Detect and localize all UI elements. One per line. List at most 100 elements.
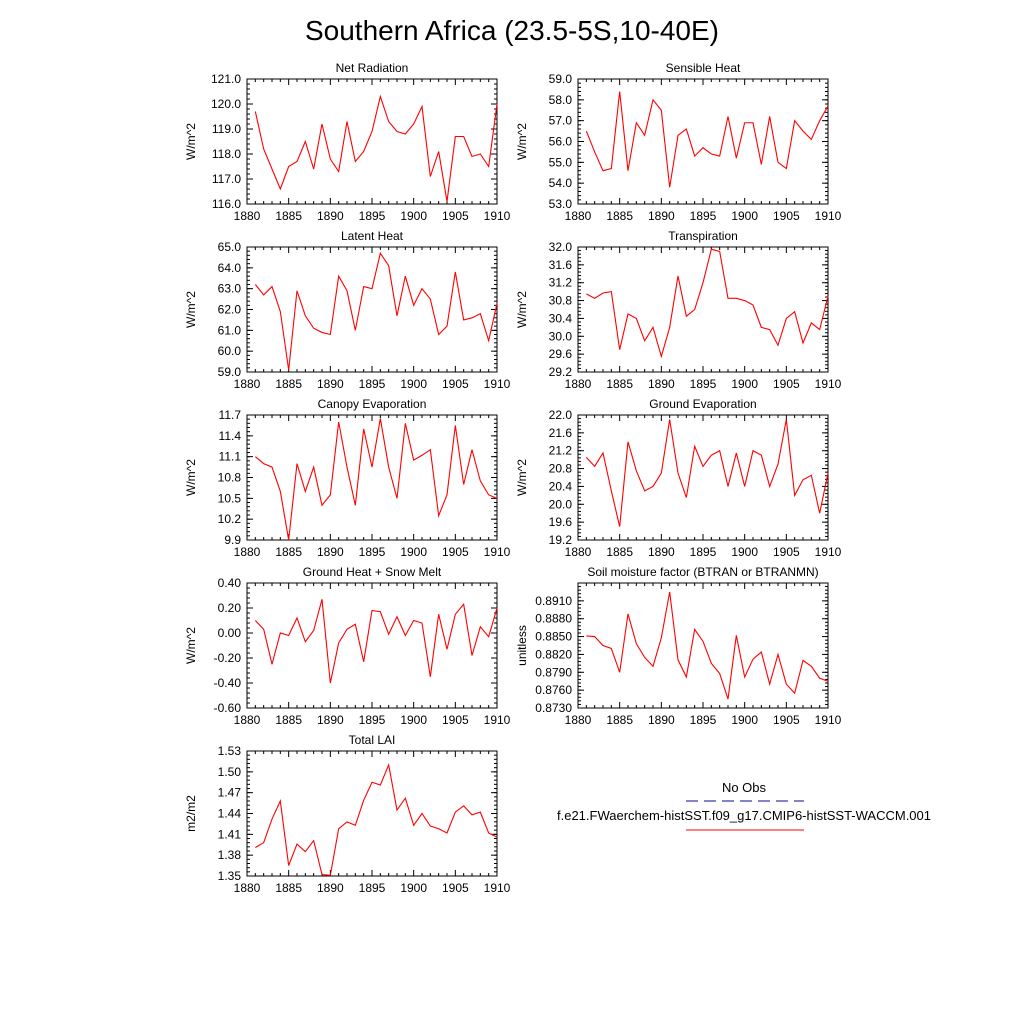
y-tick-label: 21.6: [549, 426, 573, 440]
x-tick-label: 1910: [484, 209, 511, 223]
y-tick-label: 0.20: [218, 601, 242, 615]
panel-title: Canopy Evaporation: [318, 397, 427, 411]
x-tick-label: 1880: [234, 713, 261, 727]
x-tick-label: 1890: [648, 209, 675, 223]
y-tick-label: 121.0: [211, 72, 241, 86]
x-tick-label: 1895: [359, 377, 386, 391]
y-axis-label: W/m^2: [515, 291, 529, 328]
y-axis-label: W/m^2: [515, 459, 529, 496]
y-tick-label: 64.0: [218, 261, 242, 275]
y-tick-label: 30.8: [549, 294, 573, 308]
y-tick-label: 29.2: [549, 365, 573, 379]
x-tick-label: 1900: [731, 545, 758, 559]
panel-title: Latent Heat: [341, 229, 404, 243]
y-axis-label: W/m^2: [184, 627, 198, 664]
legend-model-label: f.e21.FWaerchem-histSST.f09_g17.CMIP6-hi…: [557, 808, 931, 823]
y-tick-label: 57.0: [549, 114, 573, 128]
x-tick-label: 1905: [773, 209, 800, 223]
y-tick-label: 32.0: [549, 240, 573, 254]
panel-net-radiation: Net Radiation 1880 1885 1890 1895 1900 1905 191…: [184, 61, 511, 223]
panel-canopy-evaporation: Canopy Evaporation 1880 1885 1890 1895 1900 19…: [184, 397, 511, 559]
y-tick-label: 29.6: [549, 347, 573, 361]
y-tick-label: 1.50: [218, 765, 242, 779]
panel-title: Soil moisture factor (BTRAN or BTRANMN): [587, 565, 818, 579]
y-axis-label: W/m^2: [184, 291, 198, 328]
x-tick-label: 1890: [648, 713, 675, 727]
y-tick-label: 30.0: [549, 329, 573, 343]
x-tick-label: 1895: [359, 545, 386, 559]
panels-group: Net Radiation 1880 1885 1890 1895 1900 1905 191…: [184, 61, 842, 895]
y-tick-label: 63.0: [218, 282, 242, 296]
y-tick-label: 19.6: [549, 515, 573, 529]
x-tick-label: 1905: [442, 377, 469, 391]
y-tick-label: 19.2: [549, 533, 573, 547]
panel-soil-moisture-factor-btran-or-btranmn: Soil moisture factor (BTRAN or BTRANMN) 1…: [515, 565, 842, 727]
legend-obs-label: No Obs: [722, 780, 767, 795]
x-tick-label: 1880: [234, 209, 261, 223]
x-tick-label: 1885: [275, 545, 302, 559]
x-tick-label: 1905: [442, 881, 469, 895]
series-line: [586, 591, 829, 700]
x-tick-label: 1910: [484, 545, 511, 559]
panel-transpiration: Transpiration 1880 1885 1890 1895 1900 1905 191…: [515, 229, 842, 391]
x-tick-label: 1880: [565, 713, 592, 727]
y-tick-label: 1.35: [218, 869, 242, 883]
x-tick-label: 1880: [565, 377, 592, 391]
y-tick-label: 59.0: [218, 365, 242, 379]
y-tick-label: 0.8790: [535, 665, 572, 679]
y-tick-label: 31.6: [549, 258, 573, 272]
y-tick-label: 22.0: [549, 408, 573, 422]
x-tick-label: 1910: [815, 209, 842, 223]
x-tick-label: 1895: [359, 881, 386, 895]
x-tick-label: 1880: [234, 377, 261, 391]
panel-title: Total LAI: [349, 733, 396, 747]
x-tick-label: 1905: [773, 377, 800, 391]
panel-title: Ground Evaporation: [649, 397, 756, 411]
y-tick-label: 0.8850: [535, 630, 572, 644]
x-tick-label: 1880: [234, 881, 261, 895]
y-tick-label: 11.7: [219, 408, 242, 422]
y-axis-label: W/m^2: [515, 123, 529, 160]
x-tick-label: 1900: [400, 377, 427, 391]
x-tick-label: 1890: [317, 713, 344, 727]
y-tick-label: 31.2: [549, 276, 573, 290]
y-tick-label: 11.1: [219, 450, 242, 464]
panel-title: Transpiration: [668, 229, 738, 243]
y-tick-label: 61.0: [218, 323, 242, 337]
series-line: [254, 251, 498, 370]
y-tick-label: -0.20: [214, 651, 242, 665]
x-tick-label: 1905: [442, 209, 469, 223]
x-tick-label: 1895: [690, 545, 717, 559]
x-tick-label: 1885: [606, 713, 633, 727]
y-tick-label: 1.38: [218, 848, 242, 862]
y-tick-label: 0.8820: [535, 647, 572, 661]
y-tick-label: 9.9: [224, 533, 241, 547]
x-tick-label: 1895: [690, 209, 717, 223]
figure-title: Southern Africa (23.5-5S,10-40E): [305, 15, 719, 46]
y-tick-label: 60.0: [218, 344, 242, 358]
panel-title: Sensible Heat: [666, 61, 741, 75]
y-tick-label: 120.0: [211, 97, 241, 111]
y-tick-label: 1.44: [218, 807, 242, 821]
x-tick-label: 1905: [442, 545, 469, 559]
x-tick-label: 1910: [815, 713, 842, 727]
panel-latent-heat: Latent Heat 1880 1885 1890 1895 1900 1905 1910 5…: [184, 229, 511, 391]
y-tick-label: 10.8: [218, 471, 242, 485]
x-tick-label: 1910: [484, 713, 511, 727]
y-tick-label: 11.4: [219, 429, 242, 443]
series-line: [254, 418, 498, 541]
y-tick-label: 0.8760: [535, 683, 572, 697]
y-tick-label: 56.0: [549, 135, 573, 149]
y-tick-label: 1.47: [218, 786, 242, 800]
series-line: [586, 248, 829, 359]
panel-total-lai: Total LAI 1880 1885 1890 1895 1900 1905 1910 1.3…: [184, 733, 511, 895]
panel-sensible-heat: Sensible Heat 1880 1885 1890 1895 1900 1905 191…: [515, 61, 842, 223]
y-tick-label: 10.5: [218, 491, 242, 505]
x-tick-label: 1880: [565, 545, 592, 559]
x-tick-label: 1900: [400, 209, 427, 223]
x-tick-label: 1895: [359, 209, 386, 223]
y-tick-label: 55.0: [549, 155, 573, 169]
y-tick-label: 21.2: [549, 444, 573, 458]
y-tick-label: 117.0: [212, 172, 241, 186]
y-tick-label: 116.0: [212, 197, 241, 211]
